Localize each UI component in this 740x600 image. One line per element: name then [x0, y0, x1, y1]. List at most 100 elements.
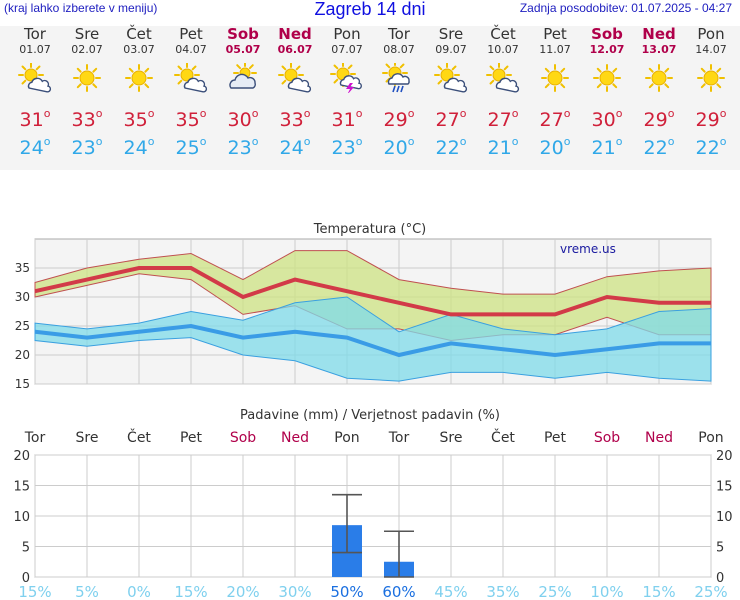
precipitation-probability: 5%: [75, 583, 99, 600]
y-tick-label-right: 15: [716, 480, 733, 495]
day-column: Sre 09.07 27o 22o: [425, 26, 477, 159]
y-tick-label: 25: [15, 319, 30, 333]
day-label: Sre: [76, 430, 99, 446]
day-column: Pet 11.07 27o 20o: [529, 25, 581, 160]
day-date: 05.07: [225, 43, 261, 56]
precipitation-probability: 25%: [538, 583, 571, 600]
day-column: Sob 05.07 30o 23o: [217, 25, 269, 160]
precipitation-probability: 10%: [590, 583, 623, 600]
day-date: 10.07: [487, 43, 519, 56]
day-date: 14.07: [695, 43, 727, 56]
sun-cloud-icon: [9, 56, 61, 100]
min-temperature: 23o: [71, 135, 103, 159]
day-name: Sob: [591, 25, 623, 43]
max-temperature: 31o: [331, 107, 363, 131]
day-name: Ned: [278, 25, 312, 43]
day-name: Pon: [697, 25, 725, 43]
max-temperature: 35o: [123, 107, 155, 131]
day-label: Čet: [127, 428, 151, 446]
precipitation-chart-title: Padavine (mm) / Verjetnost padavin (%): [240, 408, 500, 423]
precipitation-probability: 0%: [127, 583, 151, 600]
max-temperature: 33o: [279, 107, 311, 131]
y-tick-label: 30: [15, 290, 30, 304]
y-tick-label-right: 5: [716, 541, 724, 556]
sun-icon: [685, 56, 737, 100]
day-date: 12.07: [589, 43, 625, 56]
day-column: Sob 12.07 30o 21o: [581, 25, 633, 160]
day-label: Pet: [180, 430, 203, 446]
day-label: Sob: [594, 430, 620, 446]
day-date: 13.07: [641, 43, 677, 56]
day-name: Tor: [388, 25, 410, 43]
min-temperature: 20o: [539, 135, 571, 159]
day-name: Pet: [543, 25, 567, 43]
precipitation-probability: 15%: [642, 583, 675, 600]
sun-rain-icon: [373, 56, 425, 100]
day-label: Pon: [698, 430, 723, 446]
sun-icon: [633, 56, 685, 100]
max-temperature: 30o: [591, 107, 623, 131]
day-date: 06.07: [277, 43, 313, 56]
max-temperature: 33o: [71, 107, 103, 131]
day-label: Pet: [544, 430, 567, 446]
max-temperature: 27o: [487, 107, 519, 131]
day-column: Ned 06.07 33o 24o: [269, 25, 321, 160]
day-name: Sob: [227, 25, 259, 43]
sun-icon: [113, 56, 165, 100]
page-title: Zagreb 14 dni: [314, 0, 426, 19]
min-temperature: 22o: [643, 135, 675, 159]
day-label: Pon: [334, 430, 359, 446]
day-label: Tor: [388, 430, 410, 446]
day-column: Sre 02.07 33o 23o: [61, 26, 113, 160]
location-hint: (kraj lahko izberete v meniju): [4, 1, 158, 15]
day-name: Pet: [179, 25, 203, 43]
precipitation-probability: 20%: [226, 583, 259, 600]
day-label: Ned: [281, 430, 309, 446]
day-column: Čet 03.07 35o 24o: [113, 25, 165, 160]
min-temperature-range: [34, 296, 712, 382]
min-temperature: 21o: [487, 135, 519, 159]
y-tick-label-right: 10: [716, 510, 733, 525]
day-date: 01.07: [19, 43, 51, 56]
precipitation-probability: 30%: [278, 583, 311, 600]
day-name: Čet: [126, 25, 152, 43]
watermark: vreme.us: [560, 242, 616, 256]
min-temperature: 20o: [383, 135, 415, 159]
y-tick-label-right: 20: [716, 449, 733, 464]
day-label: Tor: [24, 430, 46, 446]
sun-cloud-icon: [425, 56, 477, 100]
y-tick-label-left: 20: [13, 449, 30, 464]
daily-forecast-strip: Tor 01.07 31o 24o Sre 02.07 33o 23o Čet 03.07 35o 2…: [0, 26, 740, 170]
sun-cloud-icon: [477, 56, 529, 100]
y-tick-label-right: 0: [716, 571, 724, 586]
day-date: 04.07: [175, 43, 207, 56]
last-updated: Zadnja posodobitev: 01.07.2025 - 04:27: [519, 1, 732, 15]
day-name: Pon: [333, 25, 361, 43]
day-name: Ned: [642, 25, 676, 43]
max-temperature-line: [34, 266, 711, 317]
day-date: 03.07: [123, 43, 155, 56]
min-temperature: 24o: [279, 135, 311, 159]
sun-icon: [61, 56, 113, 100]
header-bar: (kraj lahko izberete v meniju) Zagreb 14…: [0, 0, 740, 22]
y-tick-label-left: 5: [22, 541, 30, 556]
day-column: Pon 07.07 31o 23o: [321, 25, 373, 159]
max-temperature: 31o: [19, 107, 51, 131]
day-date: 11.07: [539, 43, 571, 56]
min-temperature: 25o: [175, 135, 207, 159]
min-temperature: 23o: [331, 135, 363, 159]
precipitation-probability: 45%: [434, 583, 467, 600]
day-name: Tor: [24, 25, 46, 43]
sun-cloud-icon: [165, 56, 217, 100]
precipitation-probability: 15%: [174, 583, 207, 600]
max-temperature: 35o: [175, 107, 207, 131]
min-temperature: 22o: [435, 135, 467, 159]
sun-thunder-icon: [321, 56, 373, 100]
precipitation-probability: 25%: [694, 583, 727, 600]
precipitation-probability: 35%: [486, 583, 519, 600]
day-column: Pet 04.07 35o 25o: [165, 25, 217, 159]
day-label: Sob: [230, 430, 256, 446]
max-temperature: 29o: [383, 107, 415, 131]
y-tick-label: 15: [15, 377, 30, 391]
y-tick-label: 20: [15, 348, 30, 362]
